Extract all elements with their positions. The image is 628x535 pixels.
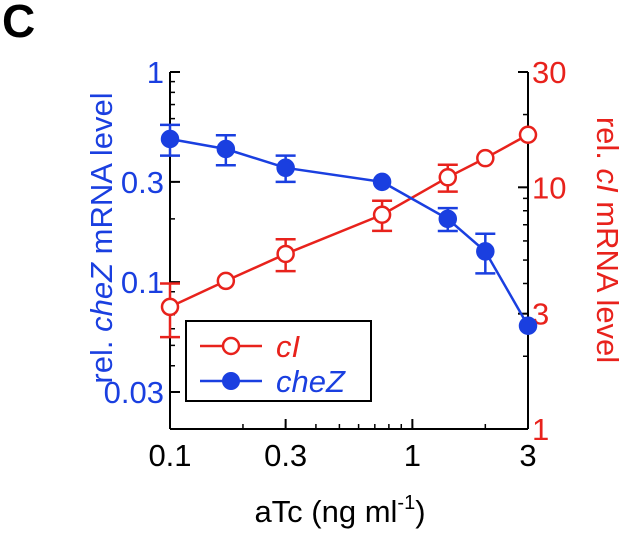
x-tick-label: 0.3: [264, 438, 307, 473]
data-point-chez: [438, 209, 458, 229]
data-point-chez: [276, 158, 295, 178]
y-left-tick-label: 0.03: [104, 375, 164, 410]
x-tick-label: 3: [519, 438, 536, 473]
data-point-ci: [518, 125, 538, 145]
x-tick-label: 0.1: [148, 438, 191, 473]
y-axis-label-right: rel. cI mRNA level: [590, 117, 625, 363]
data-point-ci: [438, 168, 458, 187]
y-right-tick-label: 1: [532, 412, 549, 447]
data-point-chez: [476, 242, 495, 261]
y-right-tick-label: 30: [532, 55, 566, 90]
x-tick-label: 1: [404, 438, 421, 473]
y-axis-label-left: rel. cheZ mRNA level: [84, 92, 119, 383]
legend: cI cheZ: [185, 320, 372, 402]
legend-marker-chez: [222, 372, 240, 390]
y-left-tick-label: 1: [147, 55, 164, 90]
data-point-ci: [372, 205, 392, 224]
x-axis-label: aTc (ng ml-1): [254, 492, 425, 529]
legend-box: [185, 320, 372, 402]
y-left-tick-label: 0.3: [121, 165, 164, 200]
panel-label: C: [2, 0, 36, 47]
data-point-ci: [476, 148, 495, 168]
legend-marker-ci: [221, 336, 241, 356]
data-point-ci: [160, 297, 180, 317]
data-point-chez: [160, 129, 180, 149]
data-point-ci: [276, 244, 295, 264]
legend-label-chez: cheZ: [276, 364, 346, 399]
data-point-chez: [216, 139, 236, 159]
y-right-tick-label: 10: [532, 170, 566, 205]
data-point-ci: [216, 271, 236, 291]
y-left-tick-label: 0.1: [121, 265, 164, 300]
series-line-chez: [169, 137, 530, 327]
data-point-chez: [518, 316, 538, 336]
legend-label-ci: cI: [276, 329, 301, 364]
data-point-chez: [372, 172, 392, 192]
